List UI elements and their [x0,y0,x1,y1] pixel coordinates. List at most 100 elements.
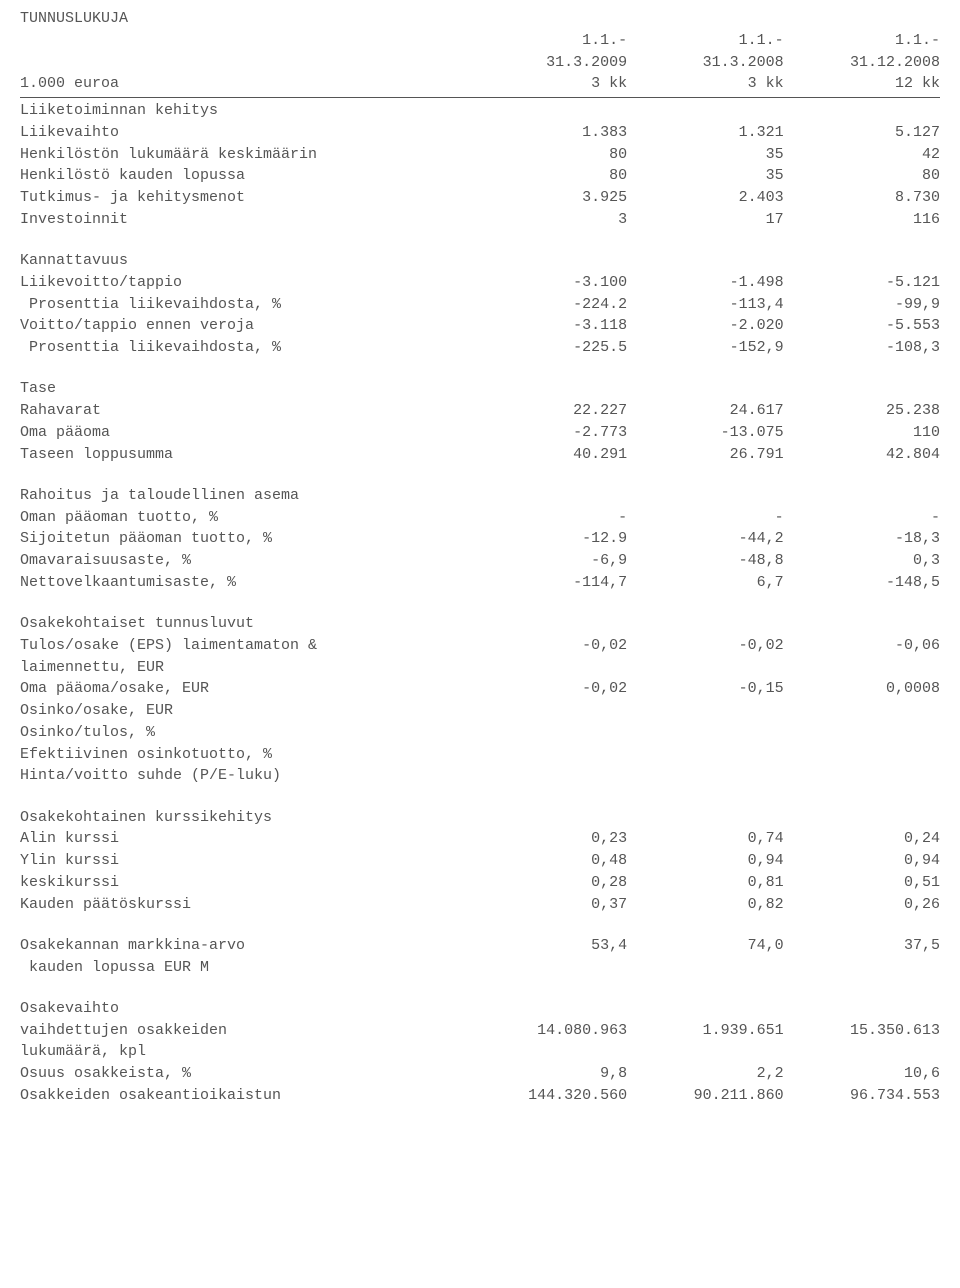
row-value: 90.211.860 [627,1085,783,1107]
row-label: Tutkimus- ja kehitysmenot [20,187,471,209]
row-value [471,744,627,766]
row-value: 35 [627,165,783,187]
row-value [784,1041,940,1063]
row-label: lukumäärä, kpl [20,1041,471,1063]
row-value: 15.350.613 [784,1020,940,1042]
row-value: 1.1.- [627,30,783,52]
row-label: Efektiivinen osinkotuotto, % [20,744,471,766]
row-value: -152,9 [627,337,783,359]
table-row: Oma pääoma/osake, EUR-0,02-0,150,0008 [20,678,940,700]
table-row: Efektiivinen osinkotuotto, % [20,744,940,766]
table-row: Liikevoitto/tappio-3.100-1.498-5.121 [20,272,940,294]
row-value [627,250,783,272]
financial-table: 1.1.-1.1.-1.1.-31.3.200931.3.200831.12.2… [20,30,940,1107]
section-heading: Osakevaihto [20,998,940,1020]
row-label: kauden lopussa EUR M [20,957,471,979]
row-value: 8.730 [784,187,940,209]
row-value: 1.939.651 [627,1020,783,1042]
row-value [471,378,627,400]
row-value [627,613,783,635]
table-row: vaihdettujen osakkeiden14.080.9631.939.6… [20,1020,940,1042]
table-row: Taseen loppusumma40.29126.79142.804 [20,444,940,466]
row-value [784,657,940,679]
row-label: Tase [20,378,471,400]
row-value [627,657,783,679]
table-row: Rahavarat22.22724.61725.238 [20,400,940,422]
row-label: Osinko/osake, EUR [20,700,471,722]
row-label: laimennettu, EUR [20,657,471,679]
row-value: 5.127 [784,122,940,144]
row-value [784,700,940,722]
row-value: -2.773 [471,422,627,444]
row-value [471,485,627,507]
row-value [784,250,940,272]
row-value: - [471,507,627,529]
row-value: 0,3 [784,550,940,572]
table-row: Investoinnit317116 [20,209,940,231]
table-row: kauden lopussa EUR M [20,957,940,979]
table-row: lukumäärä, kpl [20,1041,940,1063]
row-value: -44,2 [627,528,783,550]
row-value: 42 [784,144,940,166]
spacer-row [20,594,940,614]
row-value: 3 kk [471,73,627,97]
row-label: Rahoitus ja taloudellinen asema [20,485,471,507]
row-value [471,765,627,787]
row-label: Oman pääoman tuotto, % [20,507,471,529]
row-value: 0,26 [784,894,940,916]
table-row: Omavaraisuusaste, %-6,9-48,80,3 [20,550,940,572]
table-row: Henkilöstö kauden lopussa803580 [20,165,940,187]
row-value [471,613,627,635]
row-value: -224.2 [471,294,627,316]
row-value: -113,4 [627,294,783,316]
row-value: -2.020 [627,315,783,337]
row-value [471,957,627,979]
section-heading: Liiketoiminnan kehitys [20,98,940,122]
row-value: 24.617 [627,400,783,422]
row-value: 0,94 [784,850,940,872]
row-value: 35 [627,144,783,166]
row-value: 40.291 [471,444,627,466]
row-value: 6,7 [627,572,783,594]
spacer-row [20,359,940,379]
row-value: -12.9 [471,528,627,550]
row-value: 0,28 [471,872,627,894]
table-row: Kauden päätöskurssi0,370,820,26 [20,894,940,916]
table-row: Tulos/osake (EPS) laimentamaton &-0,02-0… [20,635,940,657]
row-label: Investoinnit [20,209,471,231]
row-value [784,807,940,829]
row-value: 17 [627,209,783,231]
row-value [627,1041,783,1063]
row-value: 53,4 [471,935,627,957]
row-value: -148,5 [784,572,940,594]
row-value: 74,0 [627,935,783,957]
table-row: Tutkimus- ja kehitysmenot3.9252.4038.730 [20,187,940,209]
row-value [784,957,940,979]
row-value: 96.734.553 [784,1085,940,1107]
row-value: -1.498 [627,272,783,294]
section-heading: Osakekohtainen kurssikehitys [20,807,940,829]
table-row: Oma pääoma-2.773-13.075110 [20,422,940,444]
table-row: Voitto/tappio ennen veroja-3.118-2.020-5… [20,315,940,337]
section-heading: Rahoitus ja taloudellinen asema [20,485,940,507]
header-row: 31.3.200931.3.200831.12.2008 [20,52,940,74]
row-value: 0,94 [627,850,783,872]
row-value: -225.5 [471,337,627,359]
row-label: Osakkeiden osakeantioikaistun [20,1085,471,1107]
row-label: vaihdettujen osakkeiden [20,1020,471,1042]
table-row: Liikevaihto1.3831.3215.127 [20,122,940,144]
row-label: Hinta/voitto suhde (P/E-luku) [20,765,471,787]
row-label: Voitto/tappio ennen veroja [20,315,471,337]
row-value [471,998,627,1020]
row-value: 1.1.- [471,30,627,52]
spacer-row [20,465,940,485]
row-value: 116 [784,209,940,231]
row-value [627,378,783,400]
row-value: 22.227 [471,400,627,422]
row-label: Prosenttia liikevaihdosta, % [20,294,471,316]
row-label: Kauden päätöskurssi [20,894,471,916]
row-value: 14.080.963 [471,1020,627,1042]
table-row: Hinta/voitto suhde (P/E-luku) [20,765,940,787]
row-value: -6,9 [471,550,627,572]
header-row: 1.1.-1.1.-1.1.- [20,30,940,52]
